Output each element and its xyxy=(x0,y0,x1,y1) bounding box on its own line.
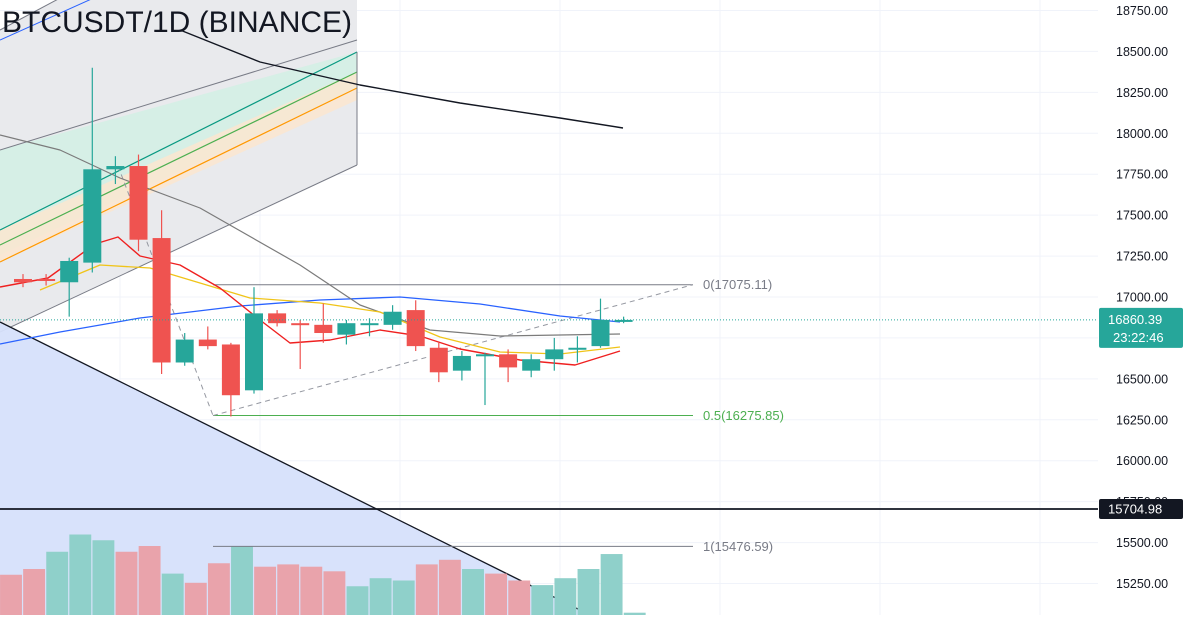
price-tick-label: 16250.00 xyxy=(1116,413,1168,427)
candle-body xyxy=(245,313,263,391)
volume-bars xyxy=(0,534,646,615)
volume-bar xyxy=(346,586,369,615)
fib-level-label: 0(17075.11) xyxy=(703,277,772,292)
candle-body xyxy=(522,359,541,371)
lower-shaded-zone xyxy=(0,321,591,616)
price-tick-label: 18500.00 xyxy=(1116,45,1168,59)
last-price-tag xyxy=(1099,307,1183,348)
channel-orange-line xyxy=(0,87,358,263)
price-tick-label: 16500.00 xyxy=(1116,372,1168,386)
candle-body xyxy=(14,278,32,283)
fib-level-label: 0.5(16275.85) xyxy=(703,408,784,423)
ma-yellow-line xyxy=(39,264,621,355)
price-tick-label: 15250.00 xyxy=(1116,577,1168,591)
price-tick-label: 17500.00 xyxy=(1116,209,1168,223)
level-price-value: 15704.98 xyxy=(1108,502,1162,517)
candle-body xyxy=(175,339,194,363)
candlesticks xyxy=(14,67,633,417)
channel-bottom xyxy=(0,164,358,333)
volume-bar xyxy=(462,569,484,615)
last-price-value: 16860.39 xyxy=(1108,312,1162,327)
fib-level-label: 1(15476.59) xyxy=(703,539,773,554)
channel-green-line-2 xyxy=(0,71,358,246)
candle-body xyxy=(60,260,79,283)
candle-body xyxy=(129,166,148,240)
channel-green-line xyxy=(0,51,358,231)
volume-bar xyxy=(0,574,22,615)
volume-bar xyxy=(46,551,69,615)
volume-bar xyxy=(69,534,92,615)
volume-bar xyxy=(600,554,623,615)
candle-body xyxy=(37,278,56,281)
candle-body xyxy=(568,347,587,350)
candle-body xyxy=(452,355,471,371)
volume-bar xyxy=(184,582,207,615)
fib-trend-dashed xyxy=(212,284,694,417)
trend-line-lower xyxy=(0,321,591,616)
price-tick-label: 18750.00 xyxy=(1116,4,1168,18)
ma-blue-line xyxy=(0,296,621,345)
price-tick-label: 18250.00 xyxy=(1116,86,1168,100)
candle-body xyxy=(268,313,287,324)
volume-bar xyxy=(138,546,161,615)
candle-body xyxy=(337,323,356,335)
volume-bar xyxy=(254,566,277,615)
bar-countdown: 23:22:46 xyxy=(1113,330,1164,345)
price-axis: 18750.00 18500.00 18250.00 18000.00 17750.00… xyxy=(1098,0,1186,615)
volume-bar xyxy=(207,563,230,615)
horizontal-level xyxy=(0,319,1186,510)
volume-bar xyxy=(508,580,531,615)
volume-bar xyxy=(623,612,646,615)
volume-bar xyxy=(92,540,115,615)
candle-body xyxy=(591,319,610,347)
price-tick-label: 17000.00 xyxy=(1116,291,1168,305)
volume-bar xyxy=(531,585,554,615)
volume-bar xyxy=(577,569,600,615)
candle-body xyxy=(614,319,633,322)
price-tick-label: 17750.00 xyxy=(1116,168,1168,182)
candle-body xyxy=(429,347,448,373)
volume-bar xyxy=(415,564,438,615)
candle-body xyxy=(106,166,125,170)
ma-gray-line xyxy=(0,134,621,337)
volume-bar xyxy=(485,573,508,615)
candle-body xyxy=(221,344,240,396)
volume-bar xyxy=(231,546,253,615)
volume-bar xyxy=(115,551,138,615)
candle-body xyxy=(83,169,102,263)
price-tick-label: 17250.00 xyxy=(1116,250,1168,264)
chart-title: BTCUSDT/1D (BINANCE) xyxy=(2,6,352,39)
volume-bar xyxy=(161,573,184,615)
volume-bar xyxy=(554,578,577,615)
price-tick-label: 15500.00 xyxy=(1116,536,1168,550)
candle-body xyxy=(152,238,171,363)
price-tick-label: 16000.00 xyxy=(1116,454,1168,468)
channel-blue-line xyxy=(0,0,91,41)
volume-bar xyxy=(392,580,415,615)
candle-body xyxy=(476,354,494,357)
volume-bar xyxy=(369,578,392,615)
volume-bar xyxy=(323,571,346,615)
volume-bar xyxy=(277,564,300,615)
channel-upper xyxy=(0,39,358,151)
candle-body xyxy=(198,339,217,347)
volume-bar xyxy=(300,566,323,615)
price-tick-label: 18000.00 xyxy=(1116,127,1168,141)
fibonacci-retracement: 0(17075.11) 0.5(16275.85) 1(15476.59) xyxy=(117,165,784,554)
candle-body xyxy=(499,354,518,368)
ma-black-line xyxy=(179,29,624,129)
candle-body xyxy=(545,349,564,360)
level-price-tag xyxy=(1099,499,1183,520)
candle-body xyxy=(383,311,402,325)
volume-bar xyxy=(23,569,46,615)
candle-body xyxy=(360,323,379,326)
candle-body xyxy=(314,324,333,334)
candle-body xyxy=(291,323,310,326)
volume-bar xyxy=(438,559,461,615)
candle-body xyxy=(406,310,425,347)
